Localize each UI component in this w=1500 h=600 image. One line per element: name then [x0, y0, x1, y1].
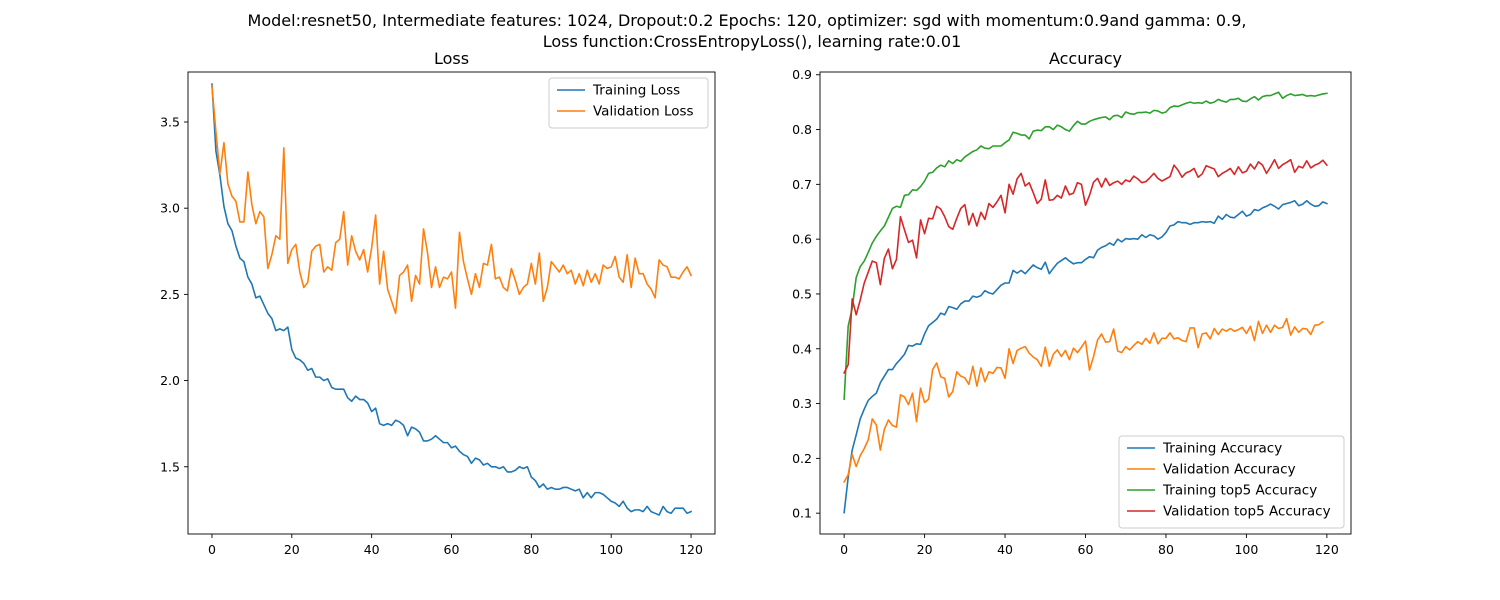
x-tick-label: 40 [997, 542, 1013, 557]
legend-label: Training Loss [592, 83, 680, 99]
loss-chart: Loss 0 20 40 60 80 100 120 1.5 2.0 2.5 3.0 3.5 Traini… [160, 49, 716, 557]
y-tick-label: 0.1 [792, 506, 812, 521]
y-tick-label: 0.2 [792, 451, 812, 466]
x-tick-label: 100 [1234, 542, 1258, 557]
legend-box [1118, 435, 1345, 529]
legend-label: Validation Accuracy [1163, 462, 1296, 478]
series-line-2 [843, 91, 1328, 401]
legend: Training Accuracy Validation Accuracy Trai… [1118, 435, 1345, 529]
x-tick-label: 40 [364, 542, 380, 557]
x-tick-label: 60 [444, 542, 460, 557]
chart-title: Loss [434, 49, 469, 68]
x-tick-label: 20 [917, 542, 933, 557]
legend-item: Training Loss [557, 83, 680, 99]
x-tick-label: 80 [1158, 542, 1174, 557]
legend-label: Validation Loss [593, 104, 694, 120]
legend-label: Training top5 Accuracy [1162, 483, 1317, 499]
series-line-3 [843, 158, 1328, 374]
accuracy-chart: Accuracy 0 20 40 60 80 100 120 0.1 0.2 0.3 0.4 0.5 0.… [792, 49, 1352, 557]
legend-item: Validation Accuracy [1127, 462, 1296, 478]
suptitle-line-2: Loss function:CrossEntropyLoss(), learni… [543, 32, 962, 51]
y-tick-label: 3.5 [160, 114, 180, 129]
y-tick-label: 0.4 [792, 341, 812, 356]
y-tick-label: 2.5 [160, 287, 180, 302]
legend-item: Validation top5 Accuracy [1127, 504, 1331, 520]
y-tick-label: 0.9 [792, 67, 812, 82]
x-tick-label: 0 [840, 542, 848, 557]
series-line-0 [211, 83, 693, 516]
x-tick-label: 60 [1078, 542, 1094, 557]
x-tick-label: 80 [523, 542, 539, 557]
legend-label: Validation top5 Accuracy [1163, 504, 1331, 520]
legend-item: Training Accuracy [1127, 441, 1282, 457]
legend-label: Training Accuracy [1162, 441, 1282, 457]
x-tick-label: 120 [1315, 542, 1339, 557]
legend: Training Loss Validation Loss [548, 77, 709, 129]
series-line-1 [211, 84, 693, 315]
x-tick-label: 0 [208, 542, 216, 557]
legend-box [548, 77, 709, 129]
y-tick-label: 1.5 [160, 459, 180, 474]
series-line-1 [843, 317, 1324, 484]
y-tick-label: 0.6 [792, 232, 812, 247]
y-tick-label: 0.5 [792, 286, 812, 301]
x-tick-label: 20 [284, 542, 300, 557]
chart-title: Accuracy [1049, 49, 1122, 68]
legend-item: Validation Loss [557, 104, 694, 120]
x-tick-label: 120 [679, 542, 703, 557]
y-tick-label: 0.7 [792, 177, 812, 192]
suptitle-line-1: Model:resnet50, Intermediate features: 1… [248, 11, 1247, 30]
y-tick-label: 3.0 [160, 201, 180, 216]
y-tick-label: 2.0 [160, 373, 180, 388]
y-tick-label: 0.3 [792, 396, 812, 411]
y-tick-label: 0.8 [792, 122, 812, 137]
x-tick-label: 100 [599, 542, 623, 557]
series-line-0 [843, 199, 1328, 514]
legend-item: Training top5 Accuracy [1127, 483, 1317, 499]
